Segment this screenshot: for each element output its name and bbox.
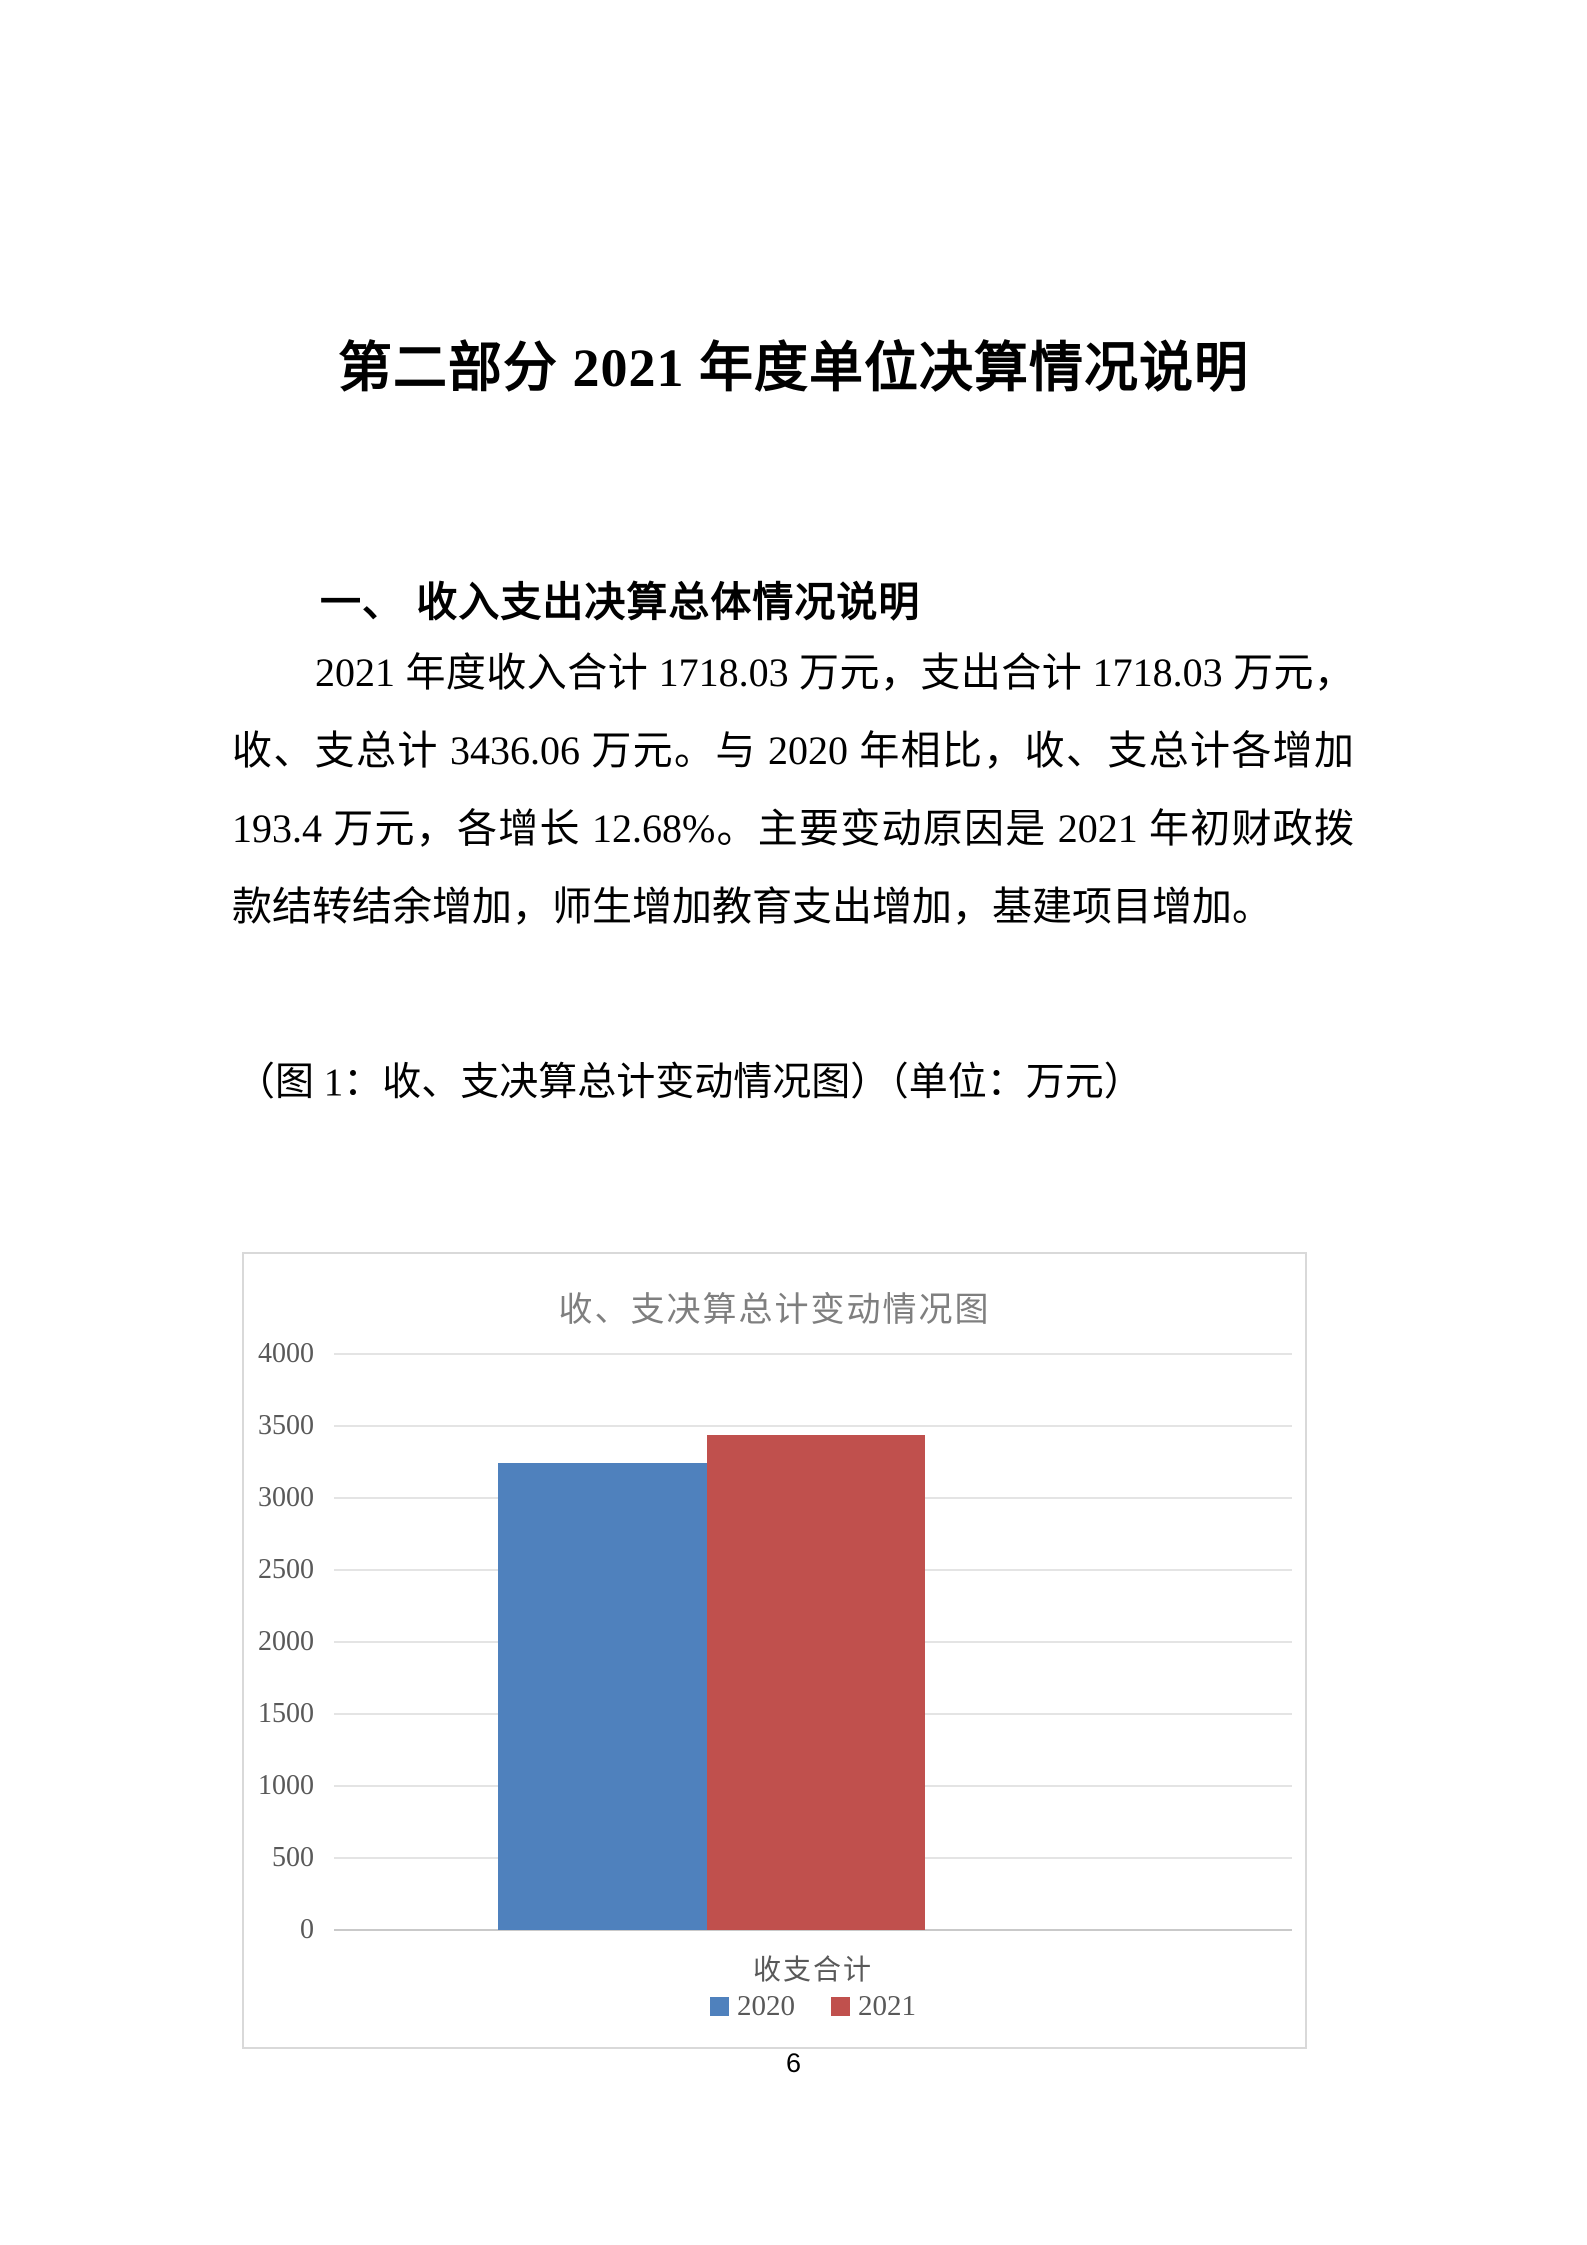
legend-swatch-2020-icon (710, 1997, 729, 2016)
legend-label-2021: 2021 (858, 1990, 916, 2022)
y-axis-labels: 4000 3500 3000 2500 2000 1500 1000 500 0 (244, 1338, 314, 1945)
y-tick-label: 1500 (258, 1698, 314, 1729)
chart-title: 收、支决算总计变动情况图 (558, 1292, 991, 1329)
bar-2020 (498, 1463, 707, 1930)
figure-caption: （图 1：收、支决算总计变动情况图）（单位：万元） (236, 1061, 1143, 1104)
gridline (334, 1353, 1292, 1355)
section-heading: 一、 收入支出决算总体情况说明 (320, 579, 921, 625)
legend-item-2020: 2020 (710, 1990, 795, 2023)
chart-legend: 2020 2021 (334, 1990, 1292, 2023)
x-axis-category-label: 收支合计 (752, 1955, 873, 1986)
plot-area (334, 1353, 1292, 1931)
legend-label-2020: 2020 (737, 1990, 795, 2022)
legend-swatch-2021-icon (831, 1997, 850, 2016)
bar-chart: 收、支决算总计变动情况图 4000 3500 3000 2500 2000 1500 100… (242, 1252, 1307, 2049)
y-tick-label: 0 (300, 1914, 314, 1945)
y-tick-label: 500 (272, 1842, 314, 1873)
gridline (334, 1929, 1292, 1931)
y-tick-label: 2000 (258, 1626, 314, 1657)
y-tick-label: 3500 (258, 1410, 314, 1441)
y-tick-label: 1000 (258, 1770, 314, 1801)
y-tick-label: 3000 (258, 1482, 314, 1513)
bar-2021 (707, 1435, 925, 1930)
legend-item-2021: 2021 (831, 1990, 916, 2023)
gridline (334, 1425, 1292, 1427)
y-tick-label: 4000 (258, 1338, 314, 1369)
body-paragraph: 2021 年度收入合计 1718.03 万元，支出合计 1718.03 万元，收… (232, 650, 1354, 929)
page-number: 6 (785, 2048, 802, 2078)
document-title: 第二部分 2021 年度单位决算情况说明 (338, 338, 1249, 398)
y-tick-label: 2500 (258, 1554, 314, 1585)
